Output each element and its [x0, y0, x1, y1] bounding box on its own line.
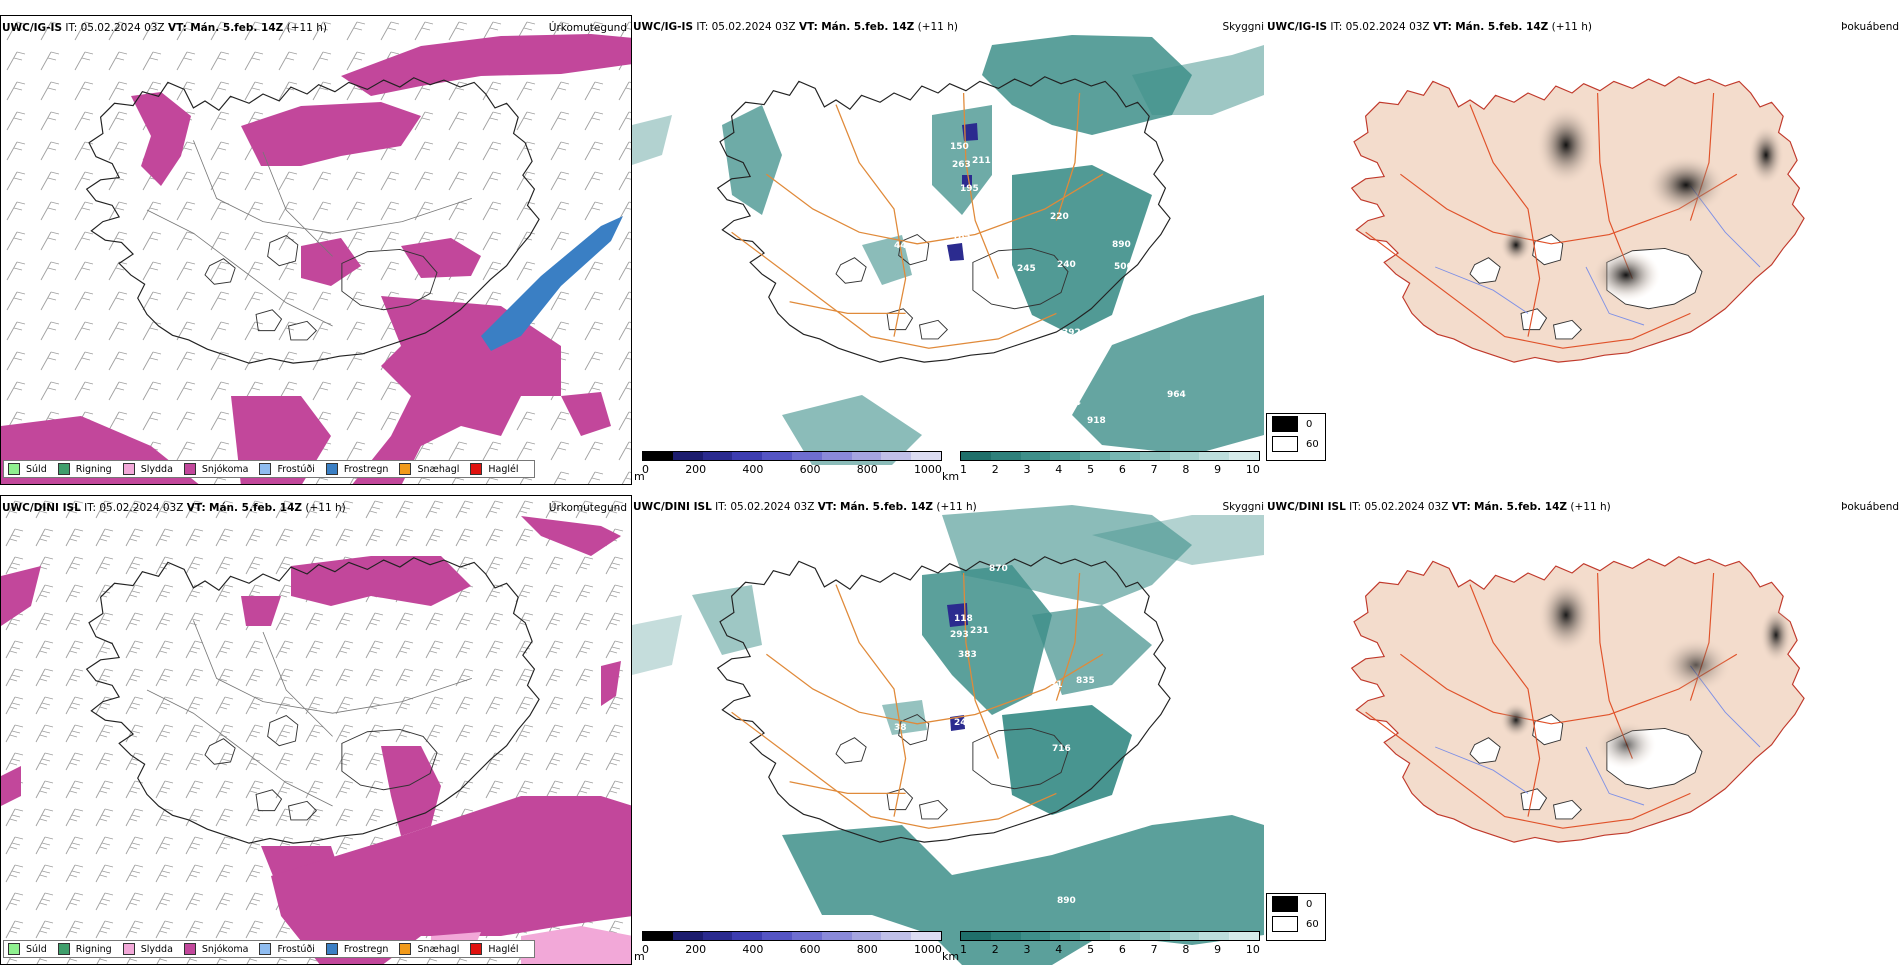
vis-label: 242 — [954, 718, 973, 728]
vis-label: 334 — [1062, 398, 1081, 408]
vis-label: 253 — [1042, 412, 1061, 422]
vis-label: 231 — [970, 626, 989, 636]
panel-header: UWC/IG-IS IT: 05.02.2024 03Z VT: Mán. 5.… — [2, 22, 327, 34]
vis-label: 383 — [958, 650, 977, 660]
product-name: Úrkomutegund — [548, 22, 627, 34]
visibility-map: 150 211 263 195 102 44 220 245 240 890 5… — [632, 35, 1264, 465]
vis-colorbar — [960, 931, 1260, 941]
cloud-legend: 0 60 — [1266, 413, 1326, 461]
vis-label: 245 — [1017, 264, 1036, 274]
precip-type-panel-row2: UWC/DINI ISL IT: 05.02.2024 03Z VT: Mán.… — [0, 495, 632, 965]
height-colorbar — [642, 451, 942, 461]
panel-header: UWC/IG-IS IT: 05.02.2024 03Z VT: Mán. 5.… — [1267, 21, 1592, 33]
legend-item: Frostúði — [259, 943, 315, 955]
legend-item: Frostregn — [325, 463, 388, 475]
height-scale: 0 200 400 600 800 1000 — [642, 931, 942, 961]
vis-unit: km — [942, 950, 960, 963]
vis-colorbar — [960, 451, 1260, 461]
legend-item: Rigning — [57, 463, 112, 475]
legend-item: Frostúði — [259, 463, 315, 475]
visibility-panel-row1: UWC/IG-IS IT: 05.02.2024 03Z VT: Mán. 5.… — [632, 15, 1264, 485]
product-name: Þokuábendi — [1841, 21, 1900, 33]
precip-map — [1, 16, 631, 484]
vis-scale: 1 2 3 4 5 6 7 8 9 10 — [960, 451, 1260, 481]
fog-panel-row2: UWC/DINI ISL IT: 05.02.2024 03Z VT: Mán.… — [1266, 495, 1900, 890]
panel-header: UWC/DINI ISL IT: 05.02.2024 03Z VT: Mán.… — [2, 502, 346, 514]
legend-item: Súld — [8, 463, 47, 475]
product-name: Þokuábendi — [1841, 501, 1900, 513]
vis-label: 102 — [952, 234, 971, 244]
product-name: Úrkomutegund — [548, 502, 627, 514]
vis-scale: 1 2 3 4 5 6 7 8 9 10 — [960, 931, 1260, 961]
legend-item: Slydda — [122, 463, 173, 475]
vis-label: 195 — [960, 184, 979, 194]
vis-label: 506 — [1114, 262, 1133, 272]
legend-item: Haglél — [470, 463, 519, 475]
fog-panel-row1: UWC/IG-IS IT: 05.02.2024 03Z VT: Mán. 5.… — [1266, 15, 1900, 485]
height-colorbar — [642, 931, 942, 941]
vis-unit: km — [942, 470, 960, 483]
fog-map — [1351, 76, 1805, 363]
vis-label: 964 — [1167, 390, 1186, 400]
vis-label: 220 — [1050, 212, 1069, 222]
vis-label: 293 — [950, 630, 969, 640]
legend-item: Snjókoma — [183, 463, 248, 475]
height-scale: 0 200 400 600 800 1000 — [642, 451, 942, 481]
vis-label: 263 — [952, 160, 971, 170]
vis-label: 38 — [894, 723, 907, 733]
cloud-legend: 0 60 — [1266, 893, 1326, 941]
vis-label: 890 — [1057, 896, 1076, 906]
product-name: Skyggni — [1222, 501, 1265, 513]
vis-label: 44 — [894, 241, 907, 251]
vis-label: 31 — [1050, 680, 1063, 690]
product-name: Skyggni — [1222, 21, 1265, 33]
vis-label: 918 — [1087, 416, 1106, 426]
vis-label: 118 — [954, 614, 973, 624]
vis-label: 870 — [989, 564, 1008, 574]
vis-label: 716 — [1052, 744, 1071, 754]
vis-label: 890 — [1112, 240, 1131, 250]
visibility-map: 870 118 231 293 383 835 31 242 38 716 89… — [632, 505, 1264, 965]
precip-type-legend: Súld Rigning Slydda Snjókoma Frostúði Fr… — [3, 940, 535, 958]
precip-map — [1, 496, 631, 964]
legend-item: Haglél — [470, 943, 519, 955]
legend-item: Snæhagl — [399, 463, 459, 475]
legend-item: Slydda — [122, 943, 173, 955]
vis-label: 211 — [972, 156, 991, 166]
height-unit: m — [634, 470, 645, 483]
legend-item: Súld — [8, 943, 47, 955]
panel-header: UWC/DINI ISL IT: 05.02.2024 03Z VT: Mán.… — [633, 501, 977, 513]
vis-label: 240 — [1057, 260, 1076, 270]
legend-item: Rigning — [57, 943, 112, 955]
legend-item: Frostregn — [325, 943, 388, 955]
legend-item: Snæhagl — [399, 943, 459, 955]
legend-item: Snjókoma — [183, 943, 248, 955]
panel-header: UWC/DINI ISL IT: 05.02.2024 03Z VT: Mán.… — [1267, 501, 1611, 513]
vis-label: 392 — [1062, 328, 1081, 338]
visibility-panel-row2: UWC/DINI ISL IT: 05.02.2024 03Z VT: Mán.… — [632, 495, 1264, 965]
fog-map — [1351, 556, 1805, 843]
precip-type-legend: Súld Rigning Slydda Snjókoma Frostúði Fr… — [3, 460, 535, 478]
panel-header: UWC/IG-IS IT: 05.02.2024 03Z VT: Mán. 5.… — [633, 21, 958, 33]
vis-label: 835 — [1076, 676, 1095, 686]
precip-type-panel-row1: UWC/IG-IS IT: 05.02.2024 03Z VT: Mán. 5.… — [0, 15, 632, 485]
vis-label: 150 — [950, 142, 969, 152]
